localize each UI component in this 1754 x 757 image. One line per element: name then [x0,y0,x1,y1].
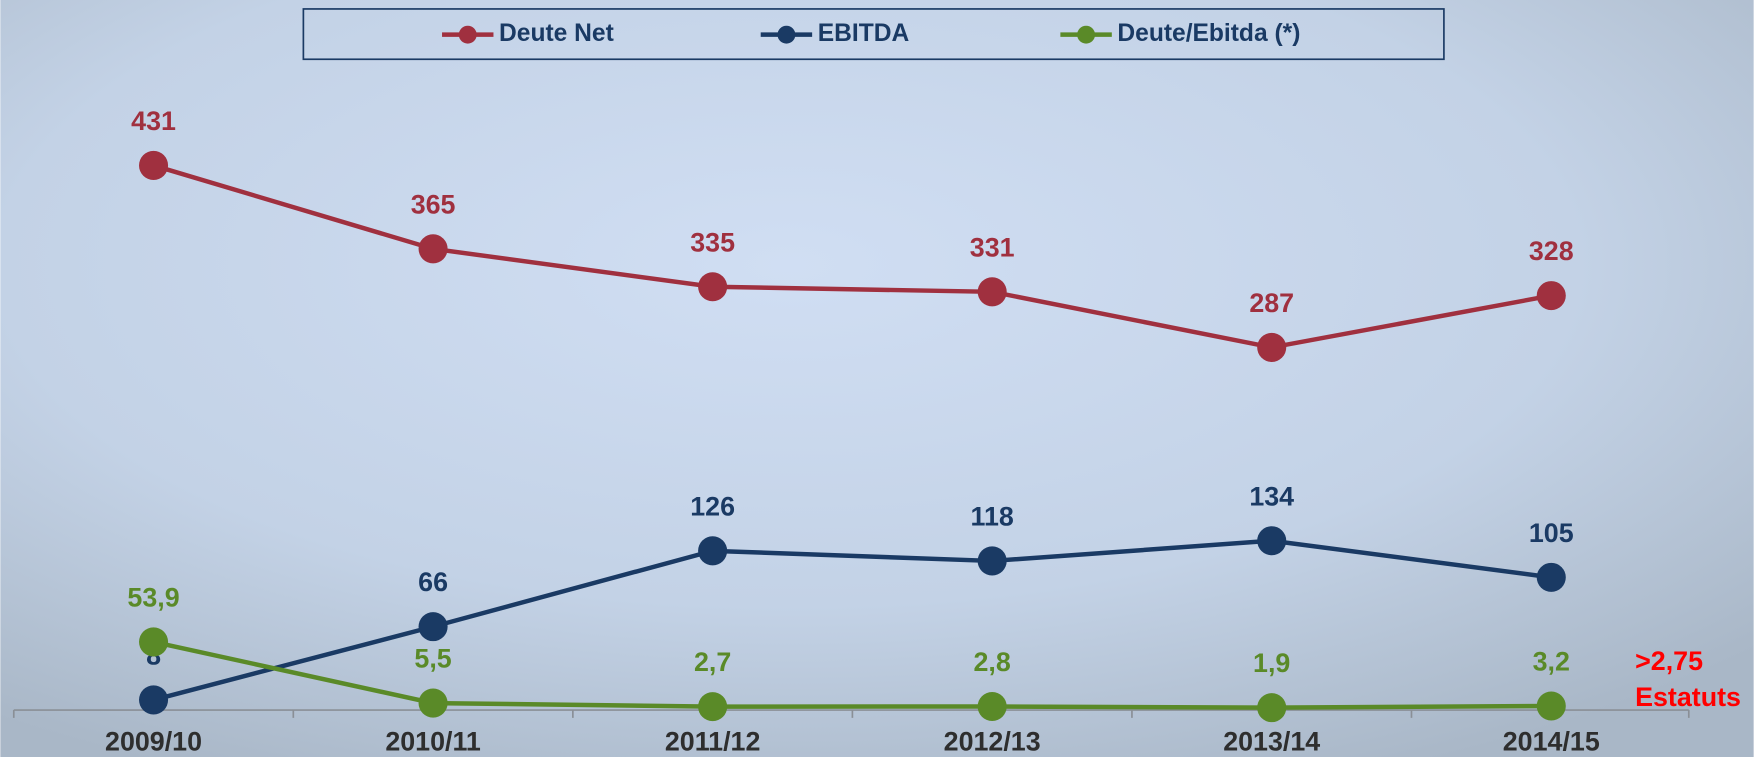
data-point [1257,526,1287,556]
x-tick-label: 2012/13 [944,727,1041,757]
data-point [139,627,169,657]
data-label: 134 [1249,481,1294,511]
data-label: 365 [411,189,456,219]
legend-marker [777,25,796,44]
legend-marker [458,25,477,44]
data-point [418,688,448,718]
series-line [152,163,1552,350]
data-point [1536,562,1566,592]
data-label: 118 [971,502,1014,532]
data-label: 126 [690,491,735,521]
data-label: 66 [418,567,448,597]
legend-label: Deute Net [499,20,614,47]
data-label: 2,7 [694,647,731,677]
data-label: 328 [1529,236,1574,266]
data-point [1257,332,1287,362]
x-tick-label: 2011/12 [665,727,761,757]
data-point [977,277,1007,307]
x-tick-label: 2014/15 [1503,727,1600,757]
series-line [152,538,1552,703]
data-point [418,612,448,642]
legend-label: Deute/Ebitda (*) [1117,20,1300,47]
data-point [1257,693,1287,723]
legend-marker [1077,25,1096,44]
data-point [1536,691,1566,721]
data-label: 287 [1249,288,1294,318]
data-point [977,691,1007,722]
annotation: >2,75 [1635,646,1703,676]
data-point [698,536,728,566]
x-tick-label: 2010/11 [385,727,481,757]
data-label: 5,5 [414,644,451,674]
data-label: 335 [690,227,735,257]
annotation: Estatuts [1635,682,1741,712]
data-label: 3,2 [1533,647,1570,677]
legend-box [302,8,1445,61]
legend-label: EBITDA [818,20,910,47]
data-point [698,272,728,302]
data-point [418,234,448,264]
data-label: 53,9 [127,583,179,613]
data-point [977,546,1007,576]
data-label: 1,9 [1253,648,1290,678]
data-point [698,692,728,722]
data-point [1536,281,1566,311]
data-label: 431 [131,106,176,136]
data-point [139,685,169,715]
x-tick-label: 2009/10 [105,727,202,757]
x-tick-label: 2013/14 [1223,727,1320,757]
series-line [153,639,1552,710]
data-label: 105 [1529,518,1574,548]
data-point [139,150,169,180]
data-label: 331 [970,232,1015,262]
data-label: 2,8 [974,647,1011,677]
